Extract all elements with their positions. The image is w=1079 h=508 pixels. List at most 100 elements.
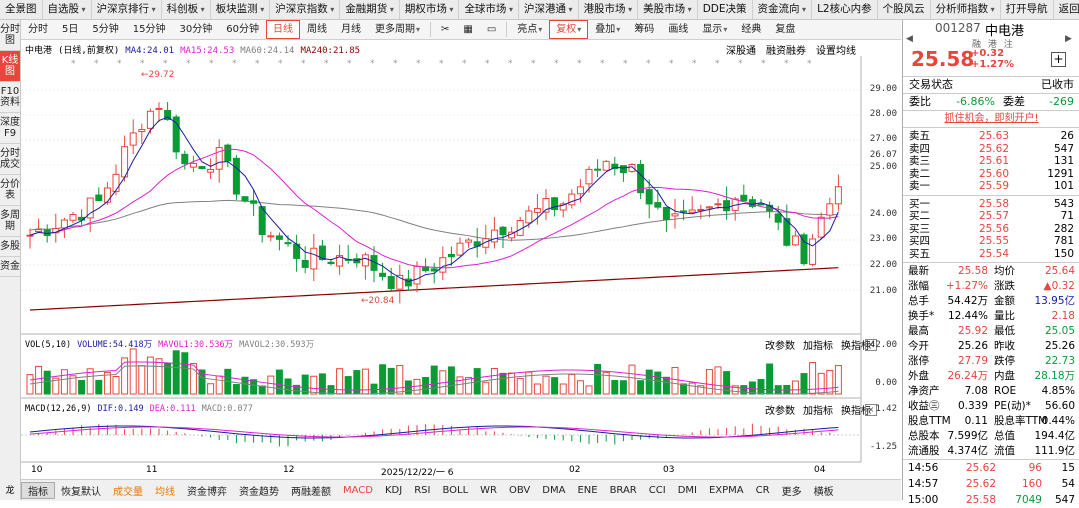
nav-item-6[interactable]: 金融期货 — [340, 0, 400, 19]
toolbar-item-3[interactable]: 筹码 — [634, 24, 655, 35]
nav-item-4[interactable]: 板块监测 — [211, 0, 271, 19]
scissors-icon[interactable]: ✂ — [440, 24, 450, 35]
event-star-icon: * — [416, 59, 421, 69]
sidebar-item-6[interactable]: 多周期 — [0, 206, 20, 237]
period-tab-8[interactable]: 月线 — [340, 24, 361, 35]
nav-item-18[interactable]: 返回 — [1054, 0, 1079, 19]
indicator-tab-21[interactable]: 横板 — [813, 487, 834, 498]
indicator-tab-18[interactable]: EXPMA — [708, 485, 744, 496]
sidebar-item-1[interactable]: K线图 — [0, 51, 20, 82]
indicator-tab-10[interactable]: BOLL — [442, 485, 469, 496]
indicator-tab-19[interactable]: CR — [755, 485, 770, 496]
grid-icon[interactable]: ▦ — [463, 24, 473, 35]
nav-item-11[interactable]: 美股市场 — [638, 0, 698, 19]
sidebar-item-5[interactable]: 分价表 — [0, 175, 20, 206]
indicator-tab-4[interactable]: 资金博弈 — [187, 487, 227, 498]
toolbar-item-6[interactable]: 经典 — [741, 24, 762, 35]
period-tab-1[interactable]: 5日 — [62, 24, 79, 35]
nav-item-7[interactable]: 期权市场 — [400, 0, 460, 19]
down-candle — [232, 157, 240, 195]
more-period-dropdown[interactable]: 更多周期 — [368, 20, 427, 39]
indicator-tab-11[interactable]: WR — [480, 485, 497, 496]
indicator-tab-2[interactable]: 成交量 — [113, 487, 143, 498]
nav-item-1[interactable]: 自选股 — [43, 0, 92, 19]
macdTools-btn-2[interactable]: 换指标 — [841, 406, 871, 417]
macdTools-btn-1[interactable]: 加指标 — [803, 406, 833, 417]
sidebar-item-dragon[interactable]: 龙 — [0, 482, 21, 500]
toolbar-item-7[interactable]: 复盘 — [775, 24, 796, 35]
period-tab-2[interactable]: 5分钟 — [92, 24, 119, 35]
macdTools-btn-0[interactable]: 改参数 — [765, 406, 795, 417]
toolbar-item-0[interactable]: 亮点 — [510, 20, 549, 39]
toolbar-item-5[interactable]: 显示 — [695, 20, 734, 39]
prev-stock-icon[interactable]: ◀ — [906, 34, 913, 44]
indicator-tab-9[interactable]: RSI — [414, 485, 431, 496]
sidebar-item-7[interactable]: 多股 — [0, 237, 20, 257]
period-tab-3[interactable]: 15分钟 — [132, 24, 166, 35]
volTools-btn-2[interactable]: 换指标 — [841, 341, 871, 352]
nav-item-13[interactable]: 资金流向 — [753, 0, 813, 19]
toolbar-item-4[interactable]: 画线 — [668, 24, 689, 35]
period-tab-5[interactable]: 60分钟 — [226, 24, 259, 35]
nav-item-3[interactable]: 科创板 — [162, 0, 211, 19]
indicator-tab-1[interactable]: 恢复默认 — [61, 487, 101, 498]
nav-item-9[interactable]: 沪深港通 — [519, 0, 579, 19]
kline-svg[interactable]: * * * * * * * * * * * * * * * * * * * * * * * * * * * * * * * * *←29.72←… — [21, 40, 901, 482]
indicator-tab-15[interactable]: BRAR — [609, 485, 637, 496]
indicator-tab-13[interactable]: DMA — [542, 485, 566, 496]
volume-bar — [800, 373, 808, 395]
indicator-tab-8[interactable]: KDJ — [384, 485, 403, 496]
indicator-tab-7[interactable]: MACD — [343, 485, 373, 496]
kline-chart-area[interactable]: * * * * * * * * * * * * * * * * * * * * * * * * * * * * * * * * * ←29.72 ←… — [21, 40, 901, 482]
nav-item-12[interactable]: DDE决策 — [698, 0, 753, 19]
period-tab-7[interactable]: 周线 — [306, 24, 327, 35]
add-watchlist-icon[interactable]: + — [1051, 52, 1066, 67]
ma-label-1: MA15:24.53 — [180, 46, 235, 56]
chart-tool-0[interactable]: 深股通 — [726, 46, 756, 57]
volTools-btn-1[interactable]: 加指标 — [803, 341, 833, 352]
sidebar-item-8[interactable]: 资金 — [0, 257, 20, 277]
toolbar-item-2[interactable]: 叠加 — [588, 20, 627, 39]
indicator-tab-5[interactable]: 资金趋势 — [239, 487, 279, 498]
nav-item-16[interactable]: 分析师指数 — [931, 0, 1001, 19]
event-star-icon: * — [784, 59, 789, 69]
sidebar-item-2[interactable]: F10资料 — [0, 82, 20, 113]
stat-label: 内盘 — [994, 370, 1015, 382]
nav-item-10[interactable]: 港股市场 — [579, 0, 639, 19]
chart-tool-2[interactable]: 设置均线 — [816, 46, 856, 57]
indicator-tab-17[interactable]: DMI — [677, 485, 697, 496]
nav-item-0[interactable]: 全景图 — [0, 0, 43, 19]
period-tab-4[interactable]: 30分钟 — [179, 24, 213, 35]
sidebar-item-3[interactable]: 深度F9 — [0, 113, 20, 144]
chart-tool-1[interactable]: 融资融券 — [766, 46, 806, 57]
sidebar-item-0[interactable]: 分时图 — [0, 20, 20, 51]
nav-item-8[interactable]: 全球市场 — [459, 0, 519, 19]
nav-item-14[interactable]: L2核心内参 — [812, 0, 878, 19]
date-label-3: 2025/12/22/一 6 — [381, 468, 454, 478]
volume-bar — [714, 366, 722, 395]
toolbar-item-1[interactable]: 复权 — [549, 20, 589, 39]
macd-close-icon[interactable]: × — [865, 404, 877, 416]
window-icon[interactable]: ▭ — [486, 24, 497, 35]
nav-item-2[interactable]: 沪深京排行 — [92, 0, 162, 19]
sidebar-item-4[interactable]: 分时成交 — [0, 144, 20, 175]
indicator-tab-12[interactable]: OBV — [509, 485, 531, 496]
period-tab-0[interactable]: 分时 — [28, 24, 48, 35]
period-tab-6[interactable]: 日线 — [265, 20, 300, 39]
nav-item-15[interactable]: 个股风云 — [878, 0, 931, 19]
up-candle — [35, 229, 43, 233]
open-account-link[interactable]: 抓住机会，即刻开户! — [944, 113, 1039, 124]
nav-item-5[interactable]: 沪深京指数 — [270, 0, 341, 19]
indicator-tab-16[interactable]: CCI — [648, 485, 666, 496]
indicator-tab-6[interactable]: 两融差额 — [291, 487, 331, 498]
volTools-btn-0[interactable]: 改参数 — [765, 341, 795, 352]
vol-close-icon[interactable]: × — [865, 339, 877, 351]
up-candle — [112, 173, 120, 193]
indicator-tab-0[interactable]: 指标 — [21, 482, 55, 499]
indicator-tab-3[interactable]: 均线 — [155, 487, 175, 498]
indicator-tab-14[interactable]: ENE — [577, 485, 598, 496]
nav-item-17[interactable]: 打开导航 — [1001, 0, 1054, 19]
indicator-tab-20[interactable]: 更多 — [781, 487, 802, 498]
next-stock-icon[interactable]: ▶ — [1065, 34, 1072, 44]
up-candle — [439, 257, 447, 273]
